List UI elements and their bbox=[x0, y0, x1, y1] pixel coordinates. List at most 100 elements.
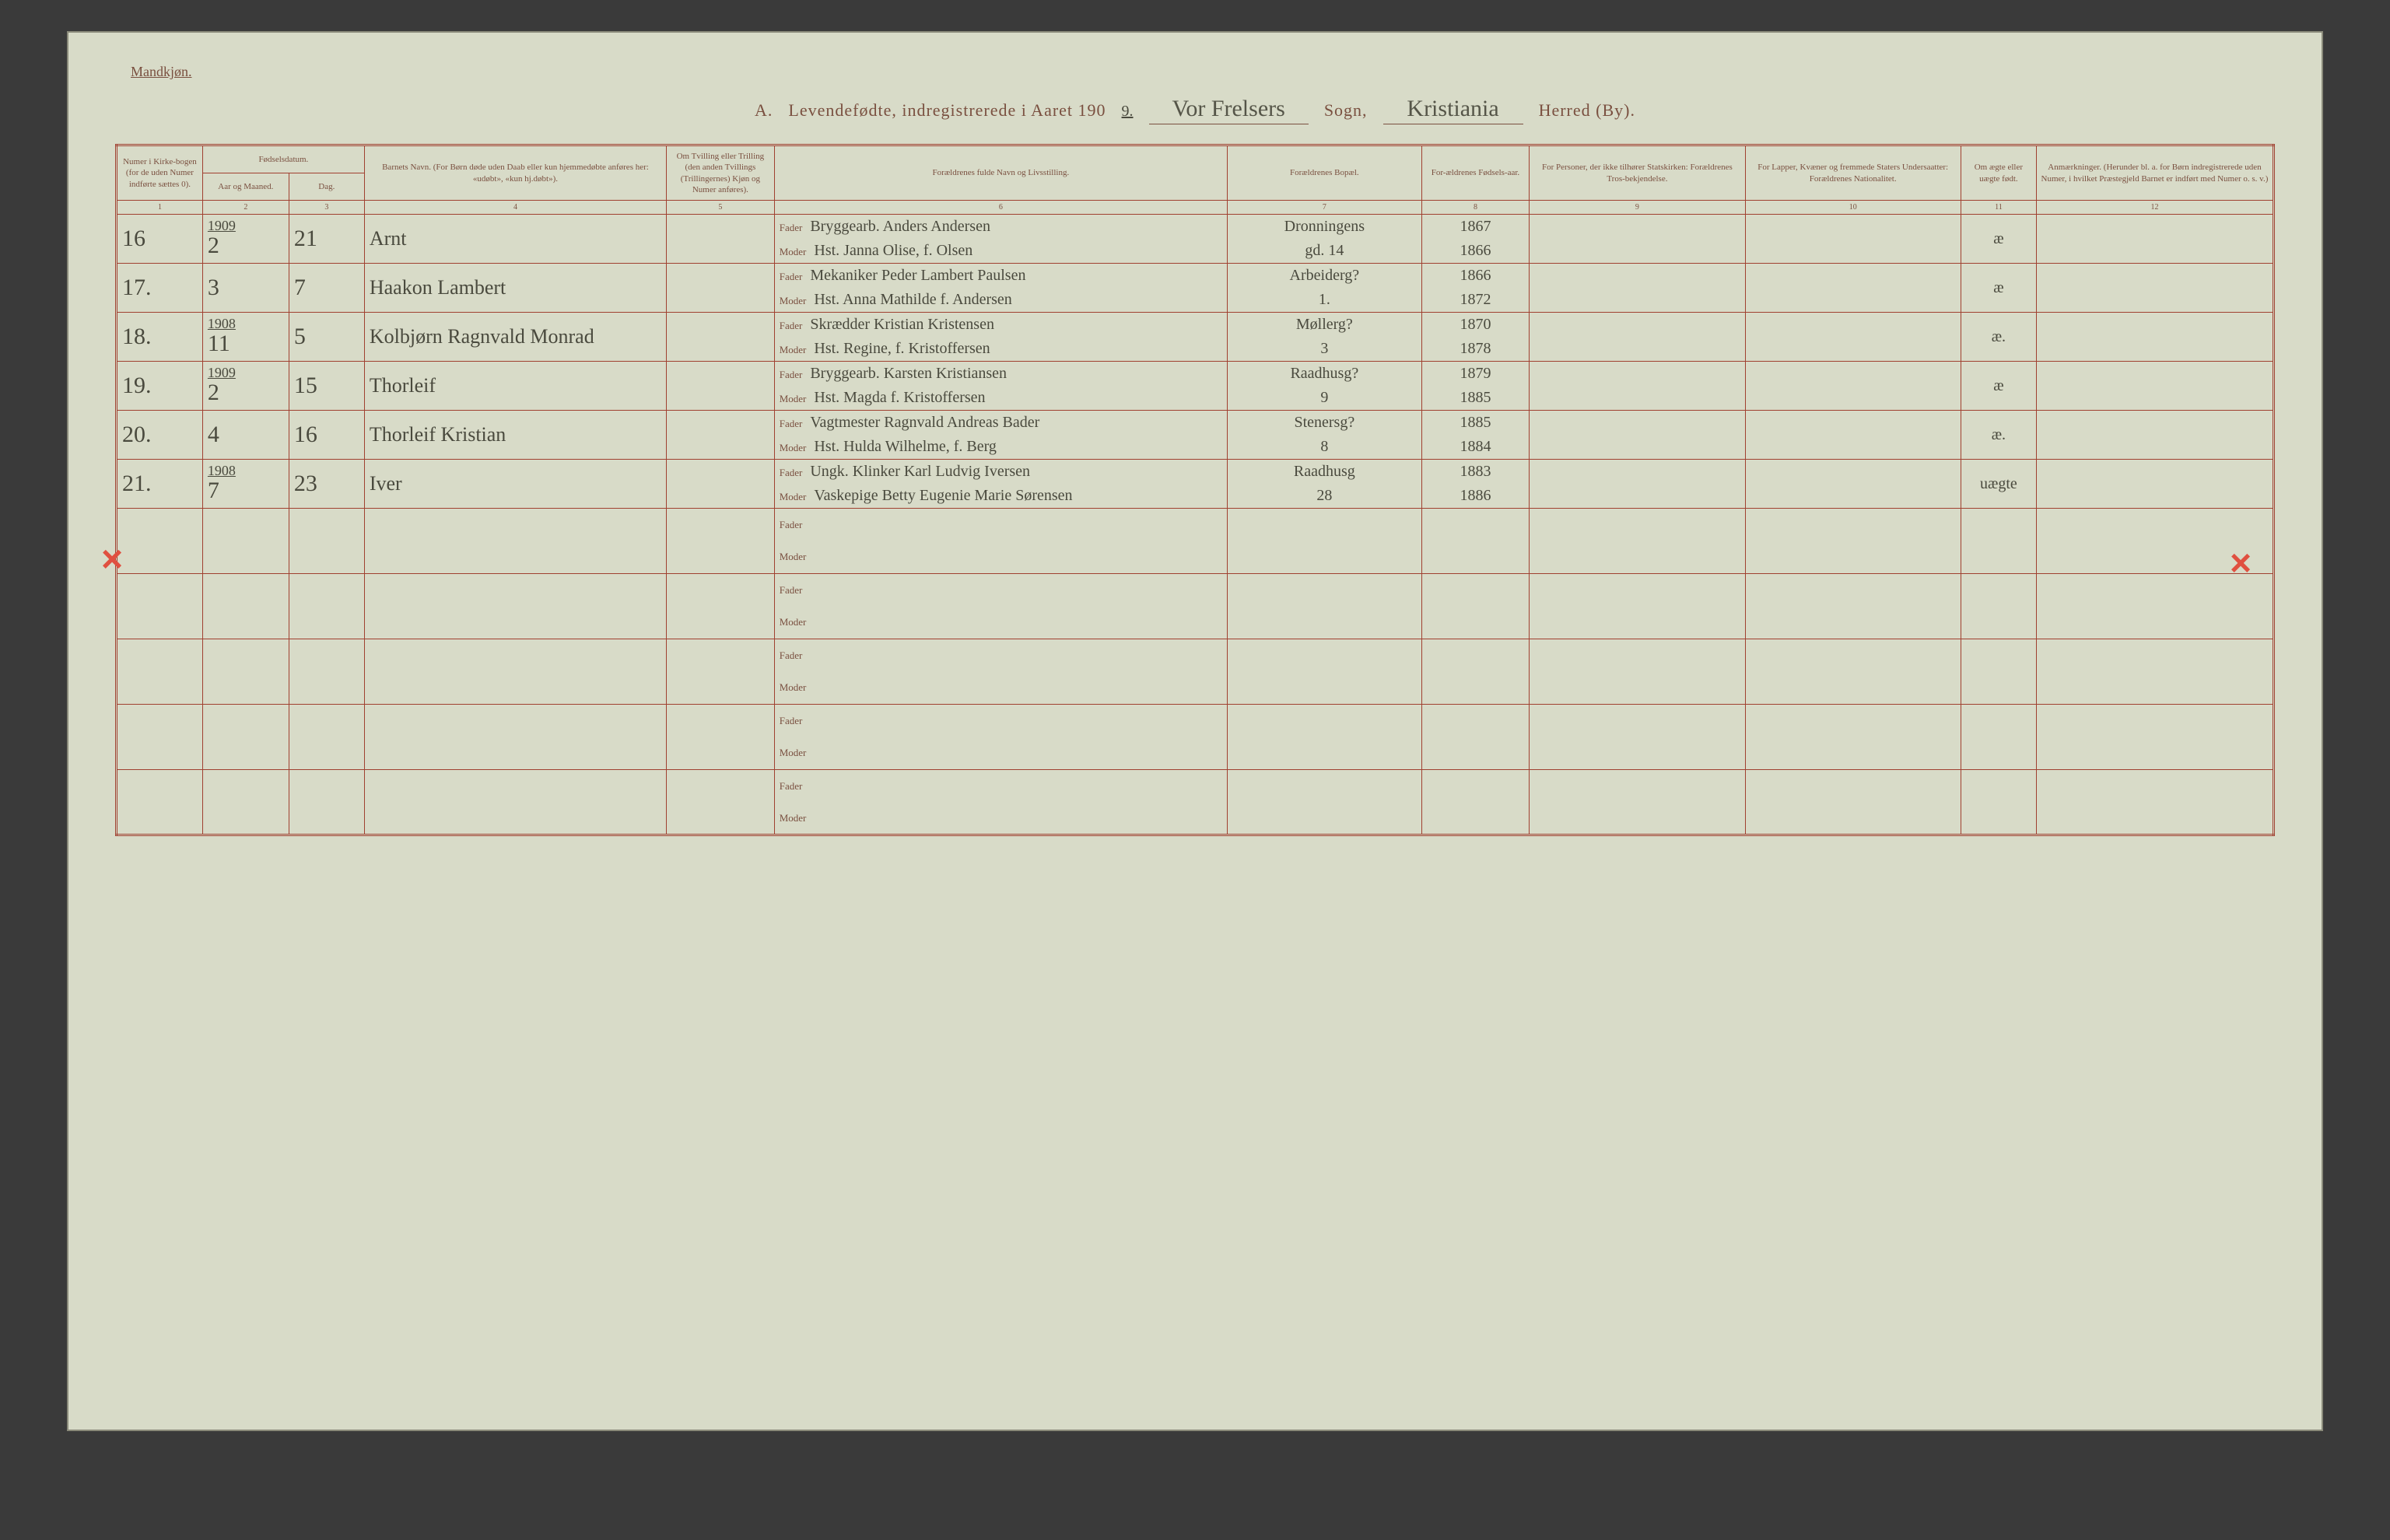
mother-bopael: 9 bbox=[1228, 386, 1422, 411]
title-text: Levendefødte, indregistrerede i Aaret 19… bbox=[788, 100, 1106, 121]
father-cell: FaderUngk. Klinker Karl Ludvig Iversen bbox=[774, 460, 1227, 485]
child-name: Thorleif Kristian bbox=[364, 411, 666, 460]
father-year: 1866 bbox=[1421, 264, 1530, 289]
entry-number: 21. bbox=[117, 460, 203, 509]
faith-col bbox=[1530, 264, 1745, 313]
entry-day: 15 bbox=[289, 362, 364, 411]
colnum-6: 6 bbox=[774, 201, 1227, 215]
mother-bopael: 1. bbox=[1228, 288, 1422, 313]
table-row: 17.37Haakon LambertFaderMekaniker Peder … bbox=[117, 264, 2274, 289]
herred-value: Kristiania bbox=[1383, 96, 1523, 124]
father-year: 1879 bbox=[1421, 362, 1530, 387]
entry-day: 23 bbox=[289, 460, 364, 509]
entry-day: 21 bbox=[289, 215, 364, 264]
notes bbox=[2036, 215, 2273, 264]
mother-cell: ModerHst. Hulda Wilhelme, f. Berg bbox=[774, 435, 1227, 460]
notes bbox=[2036, 313, 2273, 362]
twin-col bbox=[667, 411, 775, 460]
section-letter: A. bbox=[755, 100, 773, 121]
legitimacy: uægte bbox=[1961, 460, 2036, 509]
entry-month: 19092 bbox=[202, 215, 289, 264]
col-header-5: Om Tvilling eller Trilling (den anden Tv… bbox=[667, 145, 775, 201]
colnum-12: 12 bbox=[2036, 201, 2273, 215]
mother-cell-empty: Moder bbox=[774, 803, 1227, 835]
herred-label: Herred (By). bbox=[1539, 100, 1635, 121]
col-header-4: Barnets Navn. (For Børn døde uden Daab e… bbox=[364, 145, 666, 201]
entry-month: 3 bbox=[202, 264, 289, 313]
legitimacy: æ bbox=[1961, 264, 2036, 313]
father-bopael: Dronningens bbox=[1228, 215, 1422, 240]
colnum-9: 9 bbox=[1530, 201, 1745, 215]
col-header-2-top: Fødselsdatum. bbox=[202, 145, 364, 173]
entry-number: 18. bbox=[117, 313, 203, 362]
legitimacy: æ bbox=[1961, 362, 2036, 411]
colnum-5: 5 bbox=[667, 201, 775, 215]
sogn-label: Sogn, bbox=[1324, 100, 1368, 121]
twin-col bbox=[667, 460, 775, 509]
twin-col bbox=[667, 313, 775, 362]
nationality-col bbox=[1745, 460, 1961, 509]
mother-bopael: gd. 14 bbox=[1228, 239, 1422, 264]
father-cell: FaderBryggearb. Anders Andersen bbox=[774, 215, 1227, 240]
father-year: 1885 bbox=[1421, 411, 1530, 436]
father-bopael: Raadhusg? bbox=[1228, 362, 1422, 387]
col-header-8: For-ældrenes Fødsels-aar. bbox=[1421, 145, 1530, 201]
entry-number: 16 bbox=[117, 215, 203, 264]
table-row: 21.1908723IverFaderUngk. Klinker Karl Lu… bbox=[117, 460, 2274, 485]
nationality-col bbox=[1745, 313, 1961, 362]
mother-cell: ModerHst. Anna Mathilde f. Andersen bbox=[774, 288, 1227, 313]
sogn-value: Vor Frelsers bbox=[1149, 96, 1309, 124]
table-row: 161909221ArntFaderBryggearb. Anders Ande… bbox=[117, 215, 2274, 240]
father-cell-empty: Fader bbox=[774, 509, 1227, 541]
colnum-8: 8 bbox=[1421, 201, 1530, 215]
twin-col bbox=[667, 362, 775, 411]
father-cell: FaderMekaniker Peder Lambert Paulsen bbox=[774, 264, 1227, 289]
child-name: Haakon Lambert bbox=[364, 264, 666, 313]
col-header-2b: Dag. bbox=[289, 173, 364, 201]
faith-col bbox=[1530, 411, 1745, 460]
father-bopael: Arbeiderg? bbox=[1228, 264, 1422, 289]
mother-year: 1872 bbox=[1421, 288, 1530, 313]
mother-year: 1885 bbox=[1421, 386, 1530, 411]
title-line: A. Levendefødte, indregistrerede i Aaret… bbox=[115, 96, 2275, 124]
father-cell: FaderBryggearb. Karsten Kristiansen bbox=[774, 362, 1227, 387]
colnum-3: 3 bbox=[289, 201, 364, 215]
legitimacy: æ bbox=[1961, 215, 2036, 264]
entry-day: 7 bbox=[289, 264, 364, 313]
mother-bopael: 28 bbox=[1228, 484, 1422, 509]
father-year: 1867 bbox=[1421, 215, 1530, 240]
register-page: Mandkjøn. A. Levendefødte, indregistrere… bbox=[67, 31, 2323, 1431]
father-bopael: Møllerg? bbox=[1228, 313, 1422, 338]
legitimacy: æ. bbox=[1961, 313, 2036, 362]
entry-month: 4 bbox=[202, 411, 289, 460]
entry-month: 19092 bbox=[202, 362, 289, 411]
father-bopael: Raadhusg bbox=[1228, 460, 1422, 485]
father-cell-empty: Fader bbox=[774, 574, 1227, 607]
table-header: Numer i Kirke-bogen (for de uden Numer i… bbox=[117, 145, 2274, 215]
entry-number: 17. bbox=[117, 264, 203, 313]
nationality-col bbox=[1745, 264, 1961, 313]
colnum-1: 1 bbox=[117, 201, 203, 215]
twin-col bbox=[667, 215, 775, 264]
notes bbox=[2036, 362, 2273, 411]
col-header-1: Numer i Kirke-bogen (for de uden Numer i… bbox=[117, 145, 203, 201]
child-name: Kolbjørn Ragnvald Monrad bbox=[364, 313, 666, 362]
table-row: 20.416Thorleif KristianFaderVagtmester R… bbox=[117, 411, 2274, 436]
table-row: 18.1908115Kolbjørn Ragnvald MonradFaderS… bbox=[117, 313, 2274, 338]
table-row: 19.1909215ThorleifFaderBryggearb. Karste… bbox=[117, 362, 2274, 387]
table-body: 161909221ArntFaderBryggearb. Anders Ande… bbox=[117, 215, 2274, 835]
colnum-7: 7 bbox=[1228, 201, 1422, 215]
mother-year: 1866 bbox=[1421, 239, 1530, 264]
col-header-7: Forældrenes Bopæl. bbox=[1228, 145, 1422, 201]
father-cell-empty: Fader bbox=[774, 639, 1227, 672]
father-year: 1883 bbox=[1421, 460, 1530, 485]
col-header-12: Anmærkninger. (Herunder bl. a. for Børn … bbox=[2036, 145, 2273, 201]
col-header-9: For Personer, der ikke tilhører Statskir… bbox=[1530, 145, 1745, 201]
father-cell-empty: Fader bbox=[774, 705, 1227, 737]
colnum-4: 4 bbox=[364, 201, 666, 215]
colnum-2: 2 bbox=[202, 201, 289, 215]
notes bbox=[2036, 460, 2273, 509]
col-header-11: Om ægte eller uægte født. bbox=[1961, 145, 2036, 201]
mother-cell-empty: Moder bbox=[774, 607, 1227, 639]
entry-number: 19. bbox=[117, 362, 203, 411]
